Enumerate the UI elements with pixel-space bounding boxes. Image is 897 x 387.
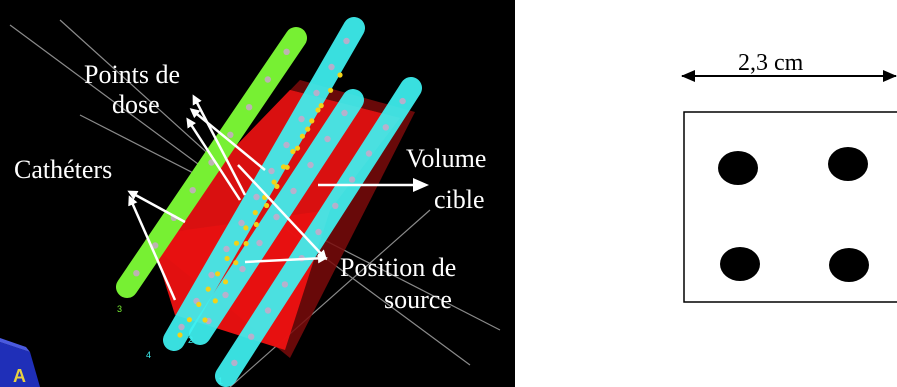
source-position-dot [243,241,249,247]
source-position-dot [294,145,301,151]
dose-point [382,124,389,131]
source-position-dot [212,298,218,304]
source-position-dot [305,126,311,132]
dose-point [283,141,290,149]
arrow-dose-3 [189,108,266,171]
dose-point [264,76,271,83]
catheter-dot [828,147,868,181]
source-position-dot [224,255,230,262]
dose-point [399,97,406,105]
arrow-source-2 [237,164,328,261]
source-position-dot [177,332,183,338]
source-positions [177,72,343,338]
dose-point [328,63,335,71]
source-position-dot [243,225,249,231]
dose-point [256,239,263,247]
dose-point [341,109,348,117]
dose-point [245,104,253,111]
catheter-numbers: 3 4 2 1 [117,304,223,386]
source-position-dot [328,87,334,93]
catheter-number-2: 2 [188,335,193,345]
dose-point [239,265,246,273]
dose-point [208,271,215,279]
dose-point [315,228,322,236]
dose-point [307,161,314,169]
dimension-label: 2,3 cm [738,50,804,76]
dose-point [264,307,272,314]
cross-section-diagram: 2,3 cm [681,50,897,303]
label-catheters: Cathéters [14,155,112,184]
source-position-dot [315,107,321,113]
source-position-dot [202,317,208,323]
dose-point [231,359,238,367]
dose-point [178,323,185,331]
source-position-dot [284,164,290,170]
annotation-labels: Points de dose Cathéters Volume cible Po… [14,60,486,314]
dose-point [189,187,196,194]
dose-point [348,176,356,183]
label-dose-points-1: Points de [84,60,180,89]
dose-point [283,48,290,55]
source-position-dot [299,133,305,139]
dose-point [268,167,275,175]
source-position-dot [252,210,258,216]
dose-point [281,281,289,288]
arrow-dose-2 [186,117,242,201]
catheter-cyan-1 [163,17,365,351]
svg-text:A: A [13,366,26,386]
source-position-dot [309,118,315,124]
dose-point [227,131,234,138]
orientation-cube-icon: A [0,338,40,387]
source-position-dot [253,221,259,228]
catheter-dot [718,151,758,185]
dose-point [332,202,339,209]
dose-point [298,115,305,123]
label-source-2: source [384,285,452,314]
dose-point [313,89,320,97]
annotation-arrows [127,94,429,301]
arrow-catheter-1 [127,190,186,224]
dose-point [253,193,260,201]
source-position-dot [186,317,192,323]
source-position-dot [271,179,277,185]
source-position-dot [274,183,280,189]
dose-point [223,245,230,253]
catheter-3d-render: 3 4 2 1 A Points de dose Cathéters Volum… [0,0,515,387]
dose-point [324,135,331,143]
catheter-dot [720,247,760,281]
catheter-number-3: 3 [117,304,122,314]
source-position-dot [318,103,324,109]
source-position-dot [222,279,229,285]
source-position-dot [205,286,211,292]
label-dose-points-2: dose [112,90,160,119]
label-target-2: cible [434,185,485,214]
arrow-source-1 [244,253,328,264]
source-position-dot [290,148,296,155]
dose-point [273,213,280,221]
source-position-dot [196,301,202,307]
arrow-catheter-2 [128,195,177,301]
dose-point [290,187,297,195]
dose-point [238,219,245,227]
dose-point [152,242,159,249]
dose-point [248,333,255,340]
label-source-1: Position de [340,253,456,282]
dose-point [343,37,350,45]
label-target-1: Volume [406,144,486,173]
catheter-dot [829,248,869,282]
dose-point [365,150,373,157]
source-position-dot [215,271,221,277]
source-position-dot [233,260,239,266]
catheter-number-4: 4 [146,350,151,360]
source-position-dot [337,72,343,78]
catheter-number-1: 1 [218,376,223,386]
source-position-dot [233,240,240,246]
source-position-dot [264,202,270,209]
dose-point [133,270,140,277]
arrow-dose-1 [192,94,247,196]
dose-point [222,291,229,299]
catheter-dots [718,147,869,282]
